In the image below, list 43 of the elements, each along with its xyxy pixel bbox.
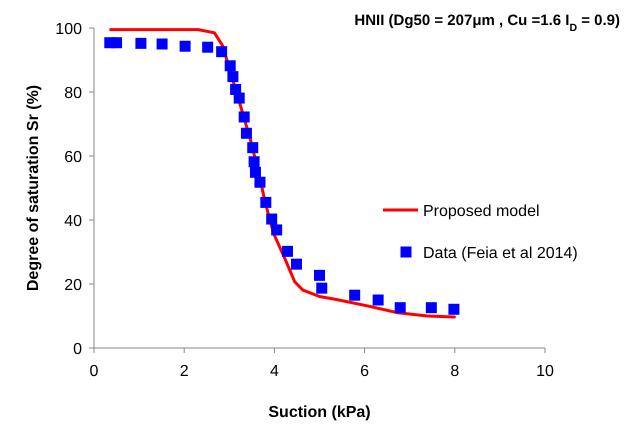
y-axis-title: Degree of saturation Sr (%) [25, 84, 42, 292]
point [349, 290, 360, 301]
point [254, 176, 266, 188]
x-tick-label: 6 [360, 363, 370, 380]
point [271, 224, 282, 236]
point [394, 302, 406, 314]
point [227, 71, 238, 82]
point [291, 258, 302, 270]
point [248, 156, 260, 168]
point [316, 282, 328, 294]
point [135, 38, 146, 49]
point [111, 37, 122, 48]
point [216, 46, 228, 58]
y-tick-label: 0 [73, 341, 82, 358]
point [314, 270, 325, 281]
point [234, 92, 245, 104]
chart-title: HNII (Dg50 = 207μm , Cu =1.6 I$_{D}$ = 0.9) [354, 12, 620, 34]
x-tick-label: 0 [90, 363, 99, 380]
legend-label: Proposed model [423, 203, 540, 220]
legend-label: Data (Feia et al 2014) [423, 245, 578, 262]
point [266, 214, 278, 225]
point [282, 246, 293, 257]
point [238, 111, 250, 122]
y-tick-label: 20 [64, 277, 82, 294]
x-tick-label: 4 [270, 363, 279, 380]
y-tick-label: 100 [55, 21, 82, 38]
point [448, 304, 460, 315]
point [372, 294, 384, 306]
point [240, 128, 252, 139]
x-axis-title: Suction (kPa) [268, 404, 371, 421]
y-tick-label: 80 [64, 85, 82, 102]
point [202, 42, 214, 53]
point [180, 40, 191, 52]
y-tick-label: 60 [64, 149, 82, 166]
point [156, 38, 168, 50]
y-tick-label: 40 [64, 213, 82, 230]
point [426, 302, 437, 314]
point [224, 60, 236, 72]
point [260, 196, 272, 208]
x-tick-label: 8 [450, 363, 460, 380]
x-tick-label: 2 [180, 363, 189, 380]
point [247, 142, 258, 154]
x-tick-label: 10 [536, 363, 554, 380]
